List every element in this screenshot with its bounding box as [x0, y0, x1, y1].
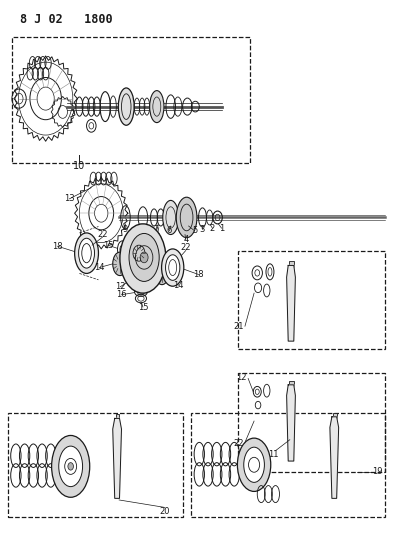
Ellipse shape [244, 447, 264, 482]
Circle shape [131, 273, 139, 284]
Bar [12, 37, 250, 163]
Text: 19: 19 [372, 467, 382, 476]
Text: 10: 10 [73, 161, 85, 171]
Text: 9: 9 [122, 225, 128, 233]
Bar [289, 261, 294, 266]
Text: 21: 21 [152, 233, 162, 241]
Text: 13: 13 [64, 195, 75, 203]
Ellipse shape [150, 91, 164, 123]
Text: 20: 20 [160, 507, 170, 516]
Text: 14: 14 [173, 281, 184, 289]
Text: 5: 5 [192, 227, 197, 235]
Circle shape [68, 463, 73, 470]
Ellipse shape [118, 88, 134, 125]
Bar [116, 414, 119, 419]
Polygon shape [330, 417, 339, 498]
Text: 22: 22 [233, 439, 243, 448]
Ellipse shape [129, 233, 159, 281]
Text: 16: 16 [116, 290, 127, 299]
Text: 15: 15 [138, 303, 148, 311]
Ellipse shape [166, 255, 180, 280]
Text: 2: 2 [210, 224, 215, 232]
Bar [333, 413, 337, 418]
Text: 18: 18 [52, 242, 63, 251]
Text: 6: 6 [167, 227, 172, 235]
Text: 8: 8 [137, 227, 143, 235]
Polygon shape [287, 265, 295, 341]
Bar [8, 413, 183, 517]
Text: 21: 21 [233, 322, 243, 330]
Ellipse shape [52, 435, 90, 497]
Text: 15: 15 [103, 241, 113, 249]
Text: 12: 12 [237, 373, 247, 382]
Ellipse shape [163, 200, 179, 235]
Ellipse shape [75, 233, 98, 273]
Ellipse shape [79, 238, 94, 268]
Text: 14: 14 [94, 263, 104, 272]
Text: 11: 11 [268, 450, 278, 459]
Circle shape [140, 252, 148, 263]
Ellipse shape [59, 446, 83, 487]
Text: 22: 22 [181, 244, 191, 252]
Ellipse shape [120, 224, 166, 293]
Ellipse shape [155, 261, 169, 285]
Ellipse shape [237, 438, 271, 491]
Text: 12: 12 [115, 282, 125, 291]
Text: 1: 1 [219, 224, 224, 232]
Text: 18: 18 [193, 270, 204, 279]
Polygon shape [113, 418, 121, 498]
Text: 8 J 02   1800: 8 J 02 1800 [20, 13, 112, 26]
Text: 4: 4 [183, 236, 189, 244]
Bar [289, 381, 294, 386]
Bar [238, 373, 385, 472]
Text: 22: 22 [97, 230, 108, 239]
Bar [238, 251, 385, 349]
Ellipse shape [162, 249, 184, 286]
Polygon shape [287, 385, 295, 461]
Text: 7: 7 [153, 225, 159, 233]
Text: 3: 3 [200, 225, 205, 233]
Text: 17: 17 [150, 262, 160, 271]
Ellipse shape [113, 252, 127, 276]
Ellipse shape [176, 197, 197, 238]
Bar [191, 413, 385, 517]
